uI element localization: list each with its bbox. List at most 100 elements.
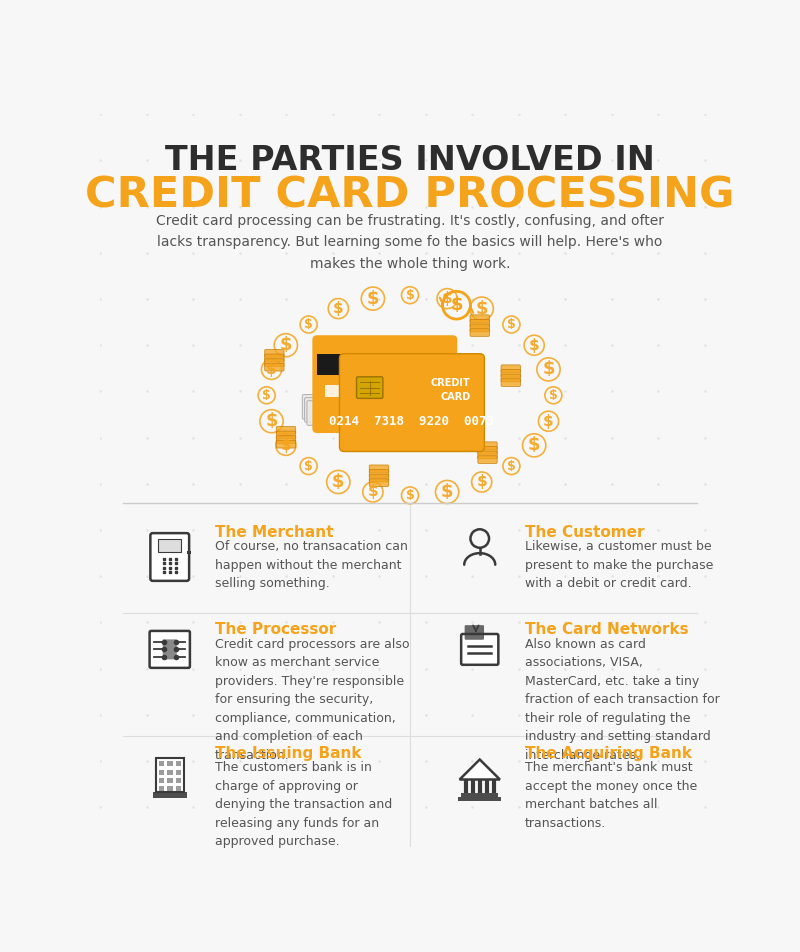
FancyBboxPatch shape <box>162 640 177 660</box>
Text: $: $ <box>304 460 313 472</box>
Text: The Card Networks: The Card Networks <box>525 623 688 638</box>
FancyBboxPatch shape <box>265 359 284 367</box>
Text: $: $ <box>333 301 344 316</box>
FancyBboxPatch shape <box>265 354 284 362</box>
FancyBboxPatch shape <box>276 431 296 439</box>
Bar <box>317 354 453 375</box>
Bar <box>158 539 182 552</box>
FancyBboxPatch shape <box>501 379 521 387</box>
Text: The merchant's bank must
accept the money once the
merchant batches all
transact: The merchant's bank must accept the mone… <box>525 761 697 829</box>
FancyBboxPatch shape <box>370 469 389 477</box>
FancyBboxPatch shape <box>501 365 521 372</box>
Text: 0214  7318  9220  0073: 0214 7318 9220 0073 <box>329 415 494 428</box>
Bar <box>176 778 182 783</box>
FancyBboxPatch shape <box>501 374 521 382</box>
FancyBboxPatch shape <box>470 315 490 323</box>
Polygon shape <box>459 760 500 780</box>
FancyBboxPatch shape <box>276 426 296 434</box>
FancyBboxPatch shape <box>501 369 521 377</box>
Text: $: $ <box>475 300 488 318</box>
FancyBboxPatch shape <box>478 451 497 459</box>
FancyBboxPatch shape <box>478 442 497 449</box>
Bar <box>176 761 182 766</box>
Text: $: $ <box>543 414 554 428</box>
FancyBboxPatch shape <box>302 394 339 419</box>
Text: $: $ <box>304 318 313 331</box>
FancyBboxPatch shape <box>421 387 458 410</box>
Text: CREDIT
CARD: CREDIT CARD <box>431 378 470 402</box>
Text: The Processor: The Processor <box>214 623 336 638</box>
Text: $: $ <box>406 489 414 502</box>
FancyBboxPatch shape <box>478 446 497 454</box>
FancyBboxPatch shape <box>312 335 458 433</box>
Text: $: $ <box>549 388 558 402</box>
Text: The Merchant: The Merchant <box>214 525 333 540</box>
Text: $: $ <box>441 483 454 501</box>
Text: $: $ <box>266 412 278 430</box>
Text: $: $ <box>320 405 329 419</box>
Text: Credit card processing can be frustrating. It's costly, confusing, and ofter
lac: Credit card processing can be frustratin… <box>156 214 664 270</box>
Text: $: $ <box>281 438 291 453</box>
FancyBboxPatch shape <box>265 364 284 371</box>
Text: $: $ <box>434 389 443 404</box>
Text: THE PARTIES INVOLVED IN: THE PARTIES INVOLVED IN <box>165 144 655 176</box>
FancyBboxPatch shape <box>465 625 484 640</box>
Text: Credit card processors are also
know as merchant service
providers. They're resp: Credit card processors are also know as … <box>214 638 409 762</box>
Bar <box>159 761 164 766</box>
Text: $: $ <box>262 388 271 402</box>
Text: $: $ <box>542 361 554 378</box>
Text: $: $ <box>437 393 446 407</box>
Text: Likewise, a customer must be
present to make the purchase
with a debit or credit: Likewise, a customer must be present to … <box>525 540 713 590</box>
Text: $: $ <box>406 288 414 302</box>
Bar <box>159 786 164 792</box>
Text: The Customer: The Customer <box>525 525 644 540</box>
Text: The customers bank is in
charge of approving or
denying the transaction and
rele: The customers bank is in charge of appro… <box>214 761 392 848</box>
Bar <box>167 761 173 766</box>
Text: $: $ <box>279 336 292 354</box>
Text: $: $ <box>332 473 345 491</box>
Text: $: $ <box>507 318 516 331</box>
FancyBboxPatch shape <box>470 320 490 327</box>
Bar <box>458 797 502 801</box>
Text: The Issuing Bank: The Issuing Bank <box>214 745 362 761</box>
Text: $: $ <box>450 296 462 314</box>
FancyBboxPatch shape <box>470 328 490 336</box>
Bar <box>325 385 445 397</box>
Text: $: $ <box>266 362 277 377</box>
Bar <box>461 793 498 797</box>
Text: CREDIT CARD PROCESSING: CREDIT CARD PROCESSING <box>86 174 734 216</box>
Text: Of course, no transacation can
happen without the merchant
selling something.: Of course, no transacation can happen wi… <box>214 540 407 590</box>
FancyBboxPatch shape <box>370 465 389 473</box>
FancyBboxPatch shape <box>461 634 498 664</box>
FancyBboxPatch shape <box>276 441 296 448</box>
Text: $: $ <box>529 338 539 353</box>
Bar <box>187 551 190 554</box>
FancyBboxPatch shape <box>307 401 344 426</box>
FancyBboxPatch shape <box>265 349 284 357</box>
FancyBboxPatch shape <box>276 436 296 444</box>
Bar <box>176 769 182 775</box>
Text: $: $ <box>366 289 379 307</box>
Text: $: $ <box>528 436 541 454</box>
FancyBboxPatch shape <box>418 383 456 407</box>
FancyBboxPatch shape <box>150 533 189 581</box>
Bar <box>167 778 173 783</box>
Bar <box>153 792 186 798</box>
Text: $: $ <box>442 291 453 307</box>
Bar <box>159 769 164 775</box>
Bar <box>167 769 173 775</box>
FancyBboxPatch shape <box>305 398 342 423</box>
FancyBboxPatch shape <box>370 479 389 486</box>
Text: $: $ <box>367 485 378 500</box>
Text: Also known as card
associations, VISA,
MasterCard, etc. take a tiny
fraction of : Also known as card associations, VISA, M… <box>525 638 719 762</box>
FancyBboxPatch shape <box>478 456 497 464</box>
Text: $: $ <box>507 460 516 472</box>
Bar <box>156 758 184 792</box>
FancyBboxPatch shape <box>423 389 460 414</box>
FancyBboxPatch shape <box>370 474 389 482</box>
Text: The Acquiring Bank: The Acquiring Bank <box>525 745 692 761</box>
FancyBboxPatch shape <box>470 324 490 331</box>
Text: $: $ <box>322 407 331 422</box>
FancyBboxPatch shape <box>150 631 190 668</box>
FancyBboxPatch shape <box>357 377 383 398</box>
